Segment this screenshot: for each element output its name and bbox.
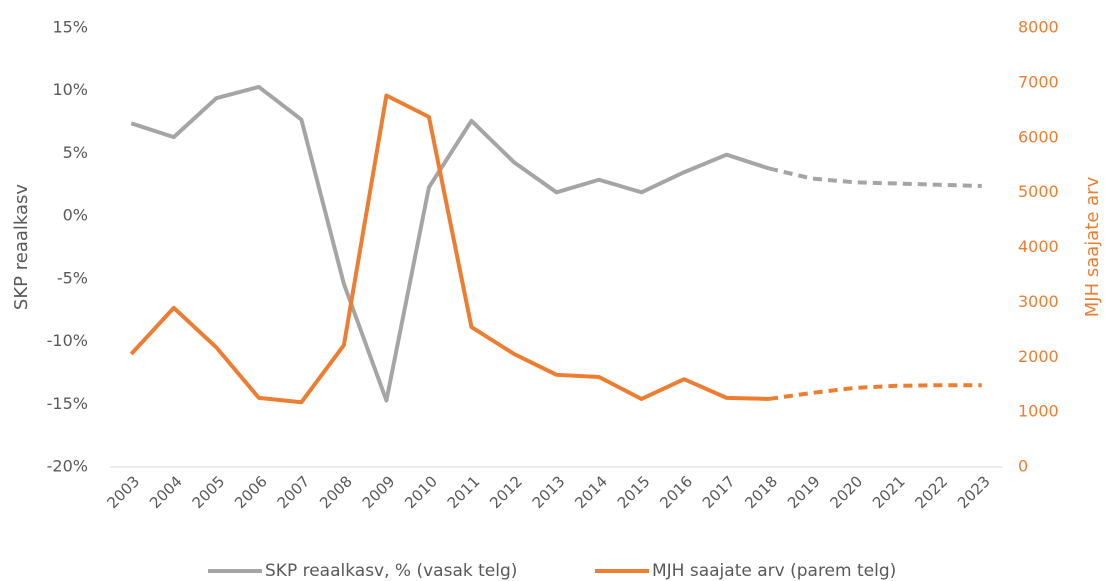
y-tick-label: 10% (52, 80, 88, 99)
y-tick-label: -5% (57, 268, 88, 287)
x-tick-label: 2020 (826, 472, 866, 512)
series-line (130, 84, 770, 403)
y-tick-label: 15% (52, 18, 88, 37)
legend-label: SKP reaalkasv, % (vasak telg) (265, 561, 517, 581)
x-tick-label: 2008 (316, 472, 356, 512)
series-line-dashed (768, 166, 982, 189)
y2-tick-label: 7000 (1018, 72, 1059, 91)
x-tick-label: 2018 (741, 472, 781, 512)
y2-tick-label: 2000 (1018, 347, 1059, 366)
x-tick-label: 2005 (189, 472, 229, 512)
y-tick-label: 0% (63, 206, 88, 225)
x-tick-label: 2021 (869, 472, 909, 512)
x-tick-label: 2009 (359, 472, 399, 512)
y-axis-title: SKP reaalkasv (11, 184, 32, 310)
x-tick-label: 2013 (529, 472, 569, 512)
series-line-dashed (768, 383, 982, 401)
legend-label: MJH saajate arv (parem telg) (652, 561, 896, 581)
x-tick-label: 2017 (699, 472, 739, 512)
x-tick-label: 2022 (911, 472, 951, 512)
x-tick-label: 2015 (614, 472, 654, 512)
series-line (129, 93, 770, 405)
y2-tick-label: 4000 (1018, 237, 1059, 256)
x-tick-label: 2010 (401, 472, 441, 512)
y-tick-label: -15% (47, 394, 88, 413)
x-tick-label: 2007 (274, 472, 314, 512)
y2-tick-label: 3000 (1018, 292, 1059, 311)
x-tick-label: 2019 (784, 472, 824, 512)
y-tick-label: -20% (47, 457, 88, 476)
y-tick-label: -10% (47, 331, 88, 350)
y2-tick-label: 0 (1018, 457, 1028, 476)
x-tick-label: 2004 (146, 472, 186, 512)
x-tick-label: 2006 (231, 472, 271, 512)
x-tick-label: 2016 (656, 472, 696, 512)
y2-tick-label: 1000 (1018, 402, 1059, 421)
y2-axis-title: MJH saajate arv (1082, 176, 1103, 317)
x-tick-label: 2012 (486, 472, 526, 512)
y2-tick-label: 8000 (1018, 18, 1059, 37)
x-tick-label: 2023 (954, 472, 994, 512)
y2-tick-label: 6000 (1018, 127, 1059, 146)
y2-tick-label: 5000 (1018, 182, 1059, 201)
x-tick-label: 2011 (444, 472, 484, 512)
y-tick-label: 5% (63, 143, 88, 162)
x-tick-label: 2014 (571, 472, 611, 512)
x-tick-label: 2003 (104, 472, 144, 512)
